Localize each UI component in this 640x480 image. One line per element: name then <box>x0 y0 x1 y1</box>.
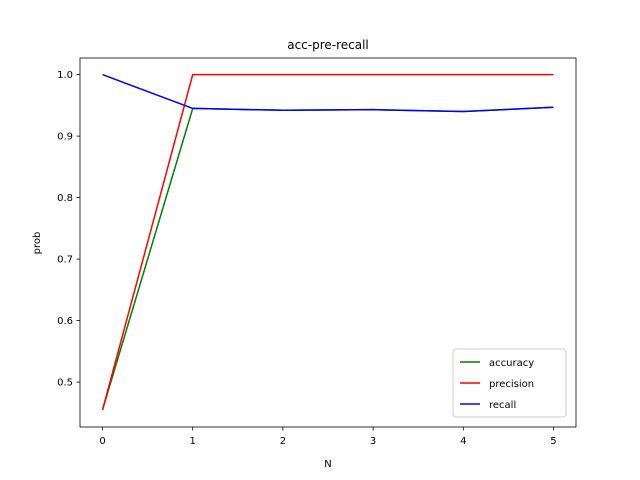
x-tick-label: 0 <box>99 436 105 447</box>
y-tick-label: 0.7 <box>57 255 73 266</box>
x-tick-label: 5 <box>550 436 556 447</box>
x-tick-label: 1 <box>190 436 196 447</box>
axes-frame <box>79 57 577 428</box>
legend-label-recall: recall <box>489 400 516 411</box>
y-tick-label: 0.6 <box>57 316 73 327</box>
x-tick-label: 3 <box>370 436 376 447</box>
chart-title: acc-pre-recall <box>287 38 369 52</box>
legend: accuracy precision recall <box>452 348 567 418</box>
x-tick-label: 2 <box>280 436 286 447</box>
legend-box <box>452 348 567 418</box>
plot-area: 0 1 2 3 4 5 0.5 0.6 0.7 0.8 0.9 1.0 <box>57 57 577 447</box>
y-tick-label: 0.9 <box>57 132 73 143</box>
y-tick-label: 0.5 <box>57 378 73 389</box>
y-axis-label: prob <box>32 232 43 255</box>
legend-label-precision: precision <box>489 379 534 390</box>
y-tick-label: 1.0 <box>57 70 73 81</box>
x-tick-label: 4 <box>460 436 466 447</box>
y-tick-label: 0.8 <box>57 193 73 204</box>
series-line-precision <box>101 73 554 410</box>
series-line-recall <box>102 73 554 113</box>
legend-label-accuracy: accuracy <box>489 358 534 369</box>
x-axis-label: N <box>324 459 331 470</box>
